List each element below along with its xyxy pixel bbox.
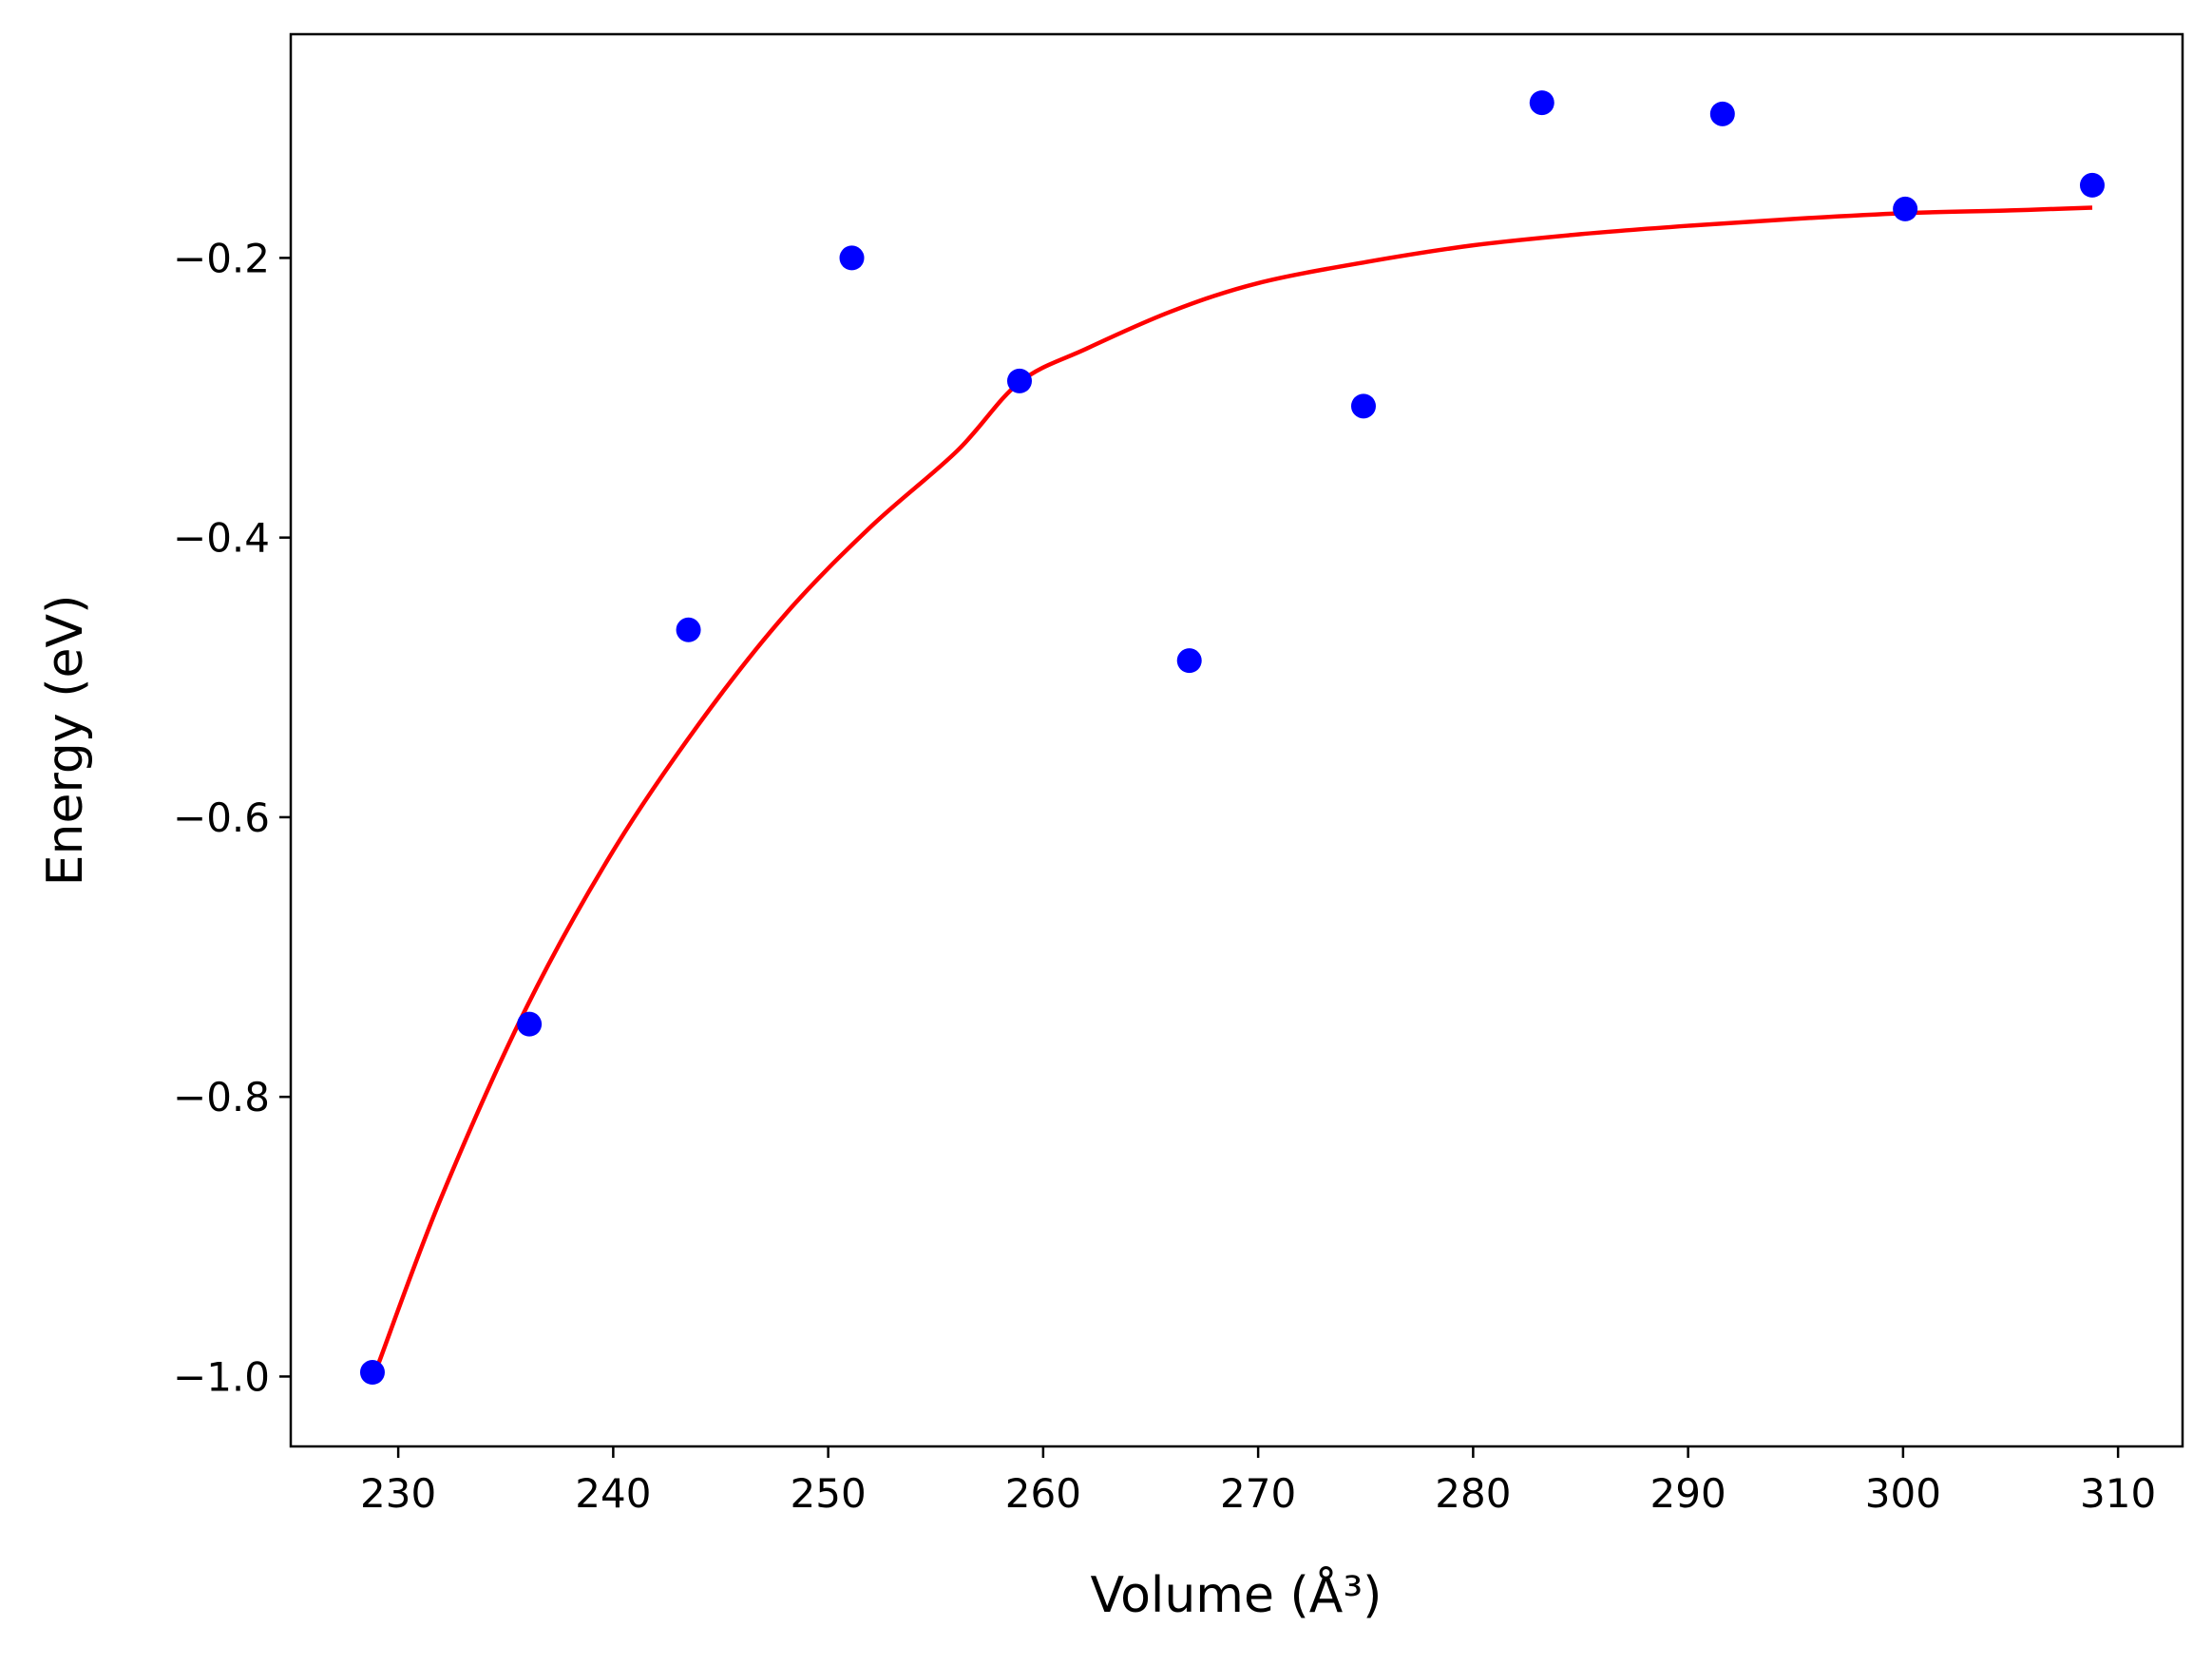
fit-curve-layer	[376, 205, 2093, 1364]
data-point	[1006, 368, 1032, 393]
x-tick-label: 260	[1005, 1470, 1081, 1517]
x-tick-label: 230	[360, 1470, 436, 1517]
y-tick-label: −0.4	[173, 515, 270, 562]
x-axis-label: Volume (Å³)	[1091, 1565, 1382, 1624]
data-points-layer	[359, 90, 2105, 1386]
y-axis-label: Energy (eV)	[37, 595, 94, 887]
data-point	[359, 1360, 385, 1386]
x-tick-label: 240	[575, 1470, 651, 1517]
y-tick-label: −1.0	[173, 1353, 270, 1400]
x-tick-label: 290	[1650, 1470, 1726, 1517]
data-point	[517, 1011, 543, 1037]
x-tick-label: 250	[791, 1470, 867, 1517]
data-point	[1176, 648, 1202, 674]
data-point	[2079, 172, 2105, 198]
data-point	[1350, 393, 1376, 419]
data-point	[676, 617, 701, 642]
y-tick-label: −0.8	[173, 1074, 270, 1120]
x-tick-label: 280	[1435, 1470, 1511, 1517]
x-tick-label: 300	[1865, 1470, 1941, 1517]
x-axis: 230 240 250 260 270 280 290 300 310	[360, 1446, 2156, 1517]
y-axis: −1.0 −0.8 −0.6 −0.4 −0.2	[173, 235, 291, 1400]
x-tick-label: 270	[1220, 1470, 1296, 1517]
plot-area-frame	[289, 32, 2184, 1448]
x-tick-label: 310	[2080, 1470, 2156, 1517]
y-tick-label: −0.6	[173, 794, 270, 841]
fit-curve	[376, 205, 2093, 1364]
y-tick-label: −0.2	[173, 235, 270, 281]
data-point	[1709, 101, 1735, 126]
data-point	[1893, 196, 1918, 221]
data-point	[1529, 90, 1554, 116]
data-point	[839, 245, 865, 271]
